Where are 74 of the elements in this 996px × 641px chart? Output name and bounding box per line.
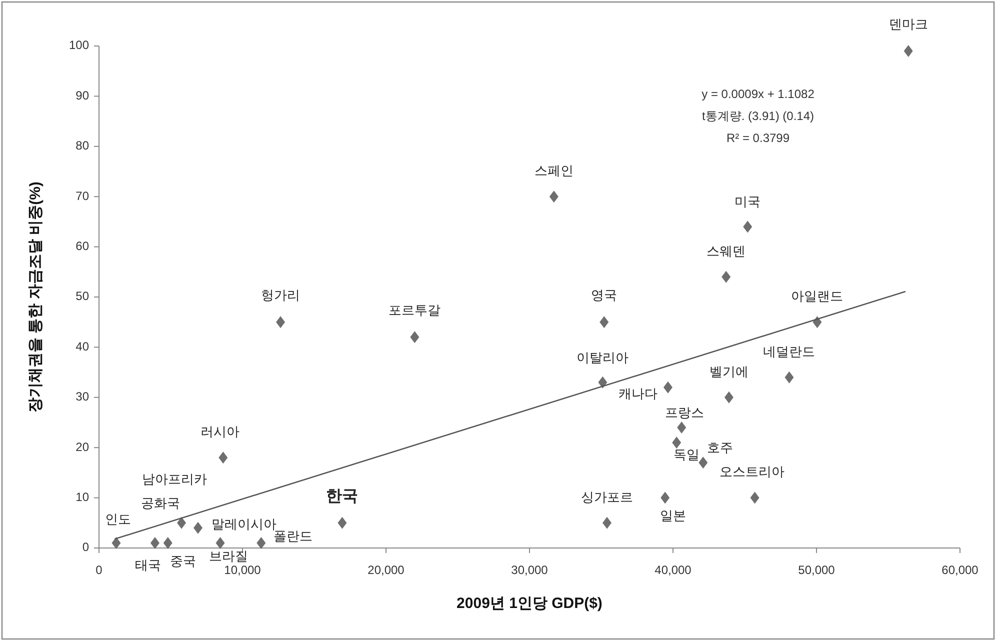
y-tick-label: 10 [76,490,90,504]
point [750,492,760,504]
point [724,391,734,404]
point [218,452,228,464]
point [784,371,794,384]
x-tick-label: 60,000 [942,563,979,577]
annotation: 독일 [674,447,700,462]
x-tick-label: 40,000 [654,563,692,577]
y-tick-label: 0 [82,540,90,554]
annotation: 브라질 [208,548,248,564]
point [549,190,558,203]
point [216,536,225,549]
y-tick-label: 70 [76,188,90,203]
point [600,316,609,328]
point [677,422,686,434]
y-tick-label: 50 [76,289,90,304]
annotation: 아일랜드 [791,288,844,304]
x-tick-label: 20,000 [368,563,405,577]
point [698,456,708,469]
y-tick-label: 60 [76,238,90,253]
annotation: 러시아 [200,424,240,440]
annotation: 호주 [707,440,734,456]
annotation: y = 0.0009x + 1.1082 [702,87,815,102]
annotation: 남아프리카 공화국 [141,471,208,510]
annotation: 중국 [170,553,196,568]
annotation: 이탈리아 [576,350,629,365]
point [722,270,731,283]
point [150,536,160,549]
x-tick-label: 0 [96,563,103,577]
y-tick-label: 20 [76,440,90,454]
annotation: 태국 [134,557,161,572]
point [256,536,266,549]
annotation: 싱가포르 [580,489,633,504]
annotation: 일본 [660,508,686,524]
point [177,516,186,529]
point [194,522,203,534]
annotation: 덴마크 [888,16,928,32]
annotation: 스웨덴 [706,243,746,258]
point [904,45,913,58]
point [663,381,672,394]
x-tick-label: 30,000 [511,563,548,577]
y-tick-label: 90 [76,88,90,102]
point [660,492,670,504]
annotation: t통계량. (3.91) (0.14) [702,109,814,124]
x-axis-title: 2009년 1인당 GDP($) [456,595,602,612]
y-axis-title: 장기채권을 통한 자금조달 비중(%) [27,182,44,412]
annotation: 벨기에 [709,364,748,379]
point [598,376,608,388]
point [410,331,420,344]
annotation: 캐나다 [618,386,658,401]
point [602,516,612,529]
point [276,316,286,328]
point [672,436,682,449]
y-tick-label: 80 [76,138,90,153]
annotation: 네덜란드 [763,344,816,359]
annotation: 스페인 [534,163,574,178]
annotation: R² = 0.3799 [726,131,790,146]
point [112,536,121,549]
x-tick-label: 10,000 [224,563,262,577]
annotation: 프랑스 [665,404,704,420]
point [338,516,347,529]
annotation: 인도 [105,511,132,526]
annotation: 헝가리 [261,288,300,303]
point [163,536,172,549]
annotation: 포르투갈 [388,302,441,318]
annotation: 영국 [591,288,618,303]
y-tick-label: 40 [76,339,90,354]
point [743,220,752,233]
annotation: 미국 [734,194,761,210]
annotation: 오스트리아 [719,464,784,480]
y-tick-label: 30 [76,390,90,404]
x-tick-label: 50,000 [798,563,836,577]
annotation: 한국 [326,488,358,506]
y-tick-label: 100 [68,38,90,52]
